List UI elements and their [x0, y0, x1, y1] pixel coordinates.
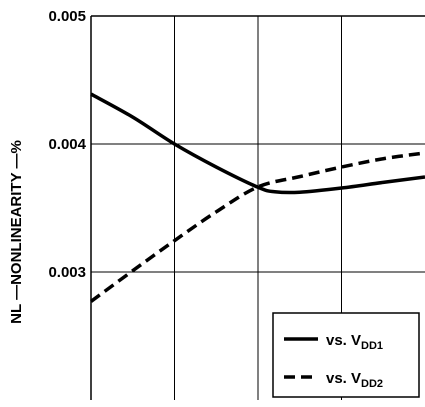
- y-tick-label: 0.004: [48, 136, 86, 153]
- legend-label-subscript: DD2: [361, 378, 383, 390]
- y-axis-label: NL —NONLINEARITY —%: [8, 140, 25, 324]
- legend-label-subscript: DD1: [361, 340, 383, 352]
- grid-layer: [90, 15, 425, 400]
- series-line-vdd1: [90, 92, 425, 195]
- series-layer: [89, 92, 425, 303]
- y-tick-label: 0.003: [48, 264, 86, 281]
- y-tick-labels: 0.005 0.004 0.003: [48, 8, 86, 281]
- y-tick-label: 0.005: [48, 8, 86, 25]
- legend-box: [272, 312, 420, 398]
